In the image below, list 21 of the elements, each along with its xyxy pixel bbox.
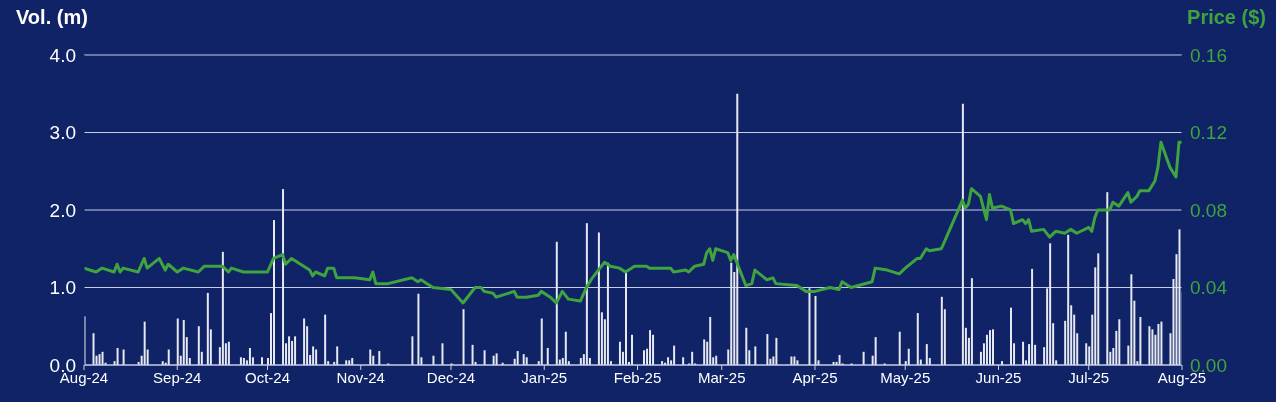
y-tick-label: 1.0	[49, 277, 76, 299]
x-tick-label: Nov-24	[336, 368, 385, 386]
x-tick-label: Oct-24	[244, 368, 291, 386]
x-tick-label: Jun-25	[975, 368, 1022, 386]
y-tick-label: 2.0	[49, 199, 76, 221]
x-tick-label: May-25	[880, 368, 931, 386]
y-tick-label: 3.0	[49, 122, 76, 144]
y2-tick-label: 0.04	[1190, 277, 1228, 299]
y2-tick-label: 0.16	[1190, 44, 1227, 66]
y2-axis-title: Price ($)	[1187, 6, 1266, 29]
y-tick-label: 4.0	[49, 44, 76, 66]
x-tick-label: Dec-24	[426, 368, 476, 386]
y-axis-title: Vol. (m)	[16, 6, 88, 29]
y2-tick-label: 0.08	[1190, 199, 1227, 221]
x-tick-label: Feb-25	[613, 368, 662, 386]
x-tick-label: Jan-25	[521, 368, 568, 386]
x-tick-label: Jul-25	[1068, 368, 1110, 386]
x-tick-label: Mar-25	[697, 368, 746, 386]
y2-tick-label: 0.12	[1190, 122, 1227, 144]
x-tick-label: Apr-25	[792, 368, 838, 386]
x-tick-label: Sep-24	[153, 368, 202, 386]
